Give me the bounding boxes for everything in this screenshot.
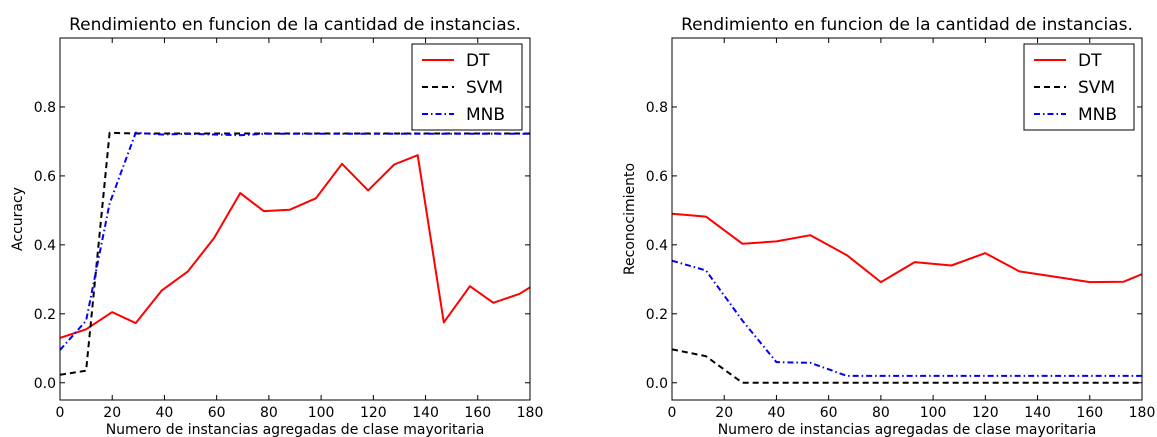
chart-0-series-svm-line — [60, 131, 530, 376]
chart-0-ytick-label: 0.4 — [34, 238, 56, 254]
chart-1-ytick-label: 0.0 — [646, 376, 668, 392]
chart-1-xtick-label: 20 — [715, 405, 733, 421]
chart-0-xtick-label: 100 — [308, 405, 335, 421]
chart-0-xtick-label: 120 — [360, 405, 387, 421]
chart-1-xtick-label: 0 — [668, 405, 677, 421]
chart-1-xtick-label: 140 — [1024, 405, 1051, 421]
chart-0-series-dt-line — [60, 154, 530, 339]
chart-0-xtick-label: 0 — [56, 405, 65, 421]
chart-1-legend-label-dt: DT — [1078, 51, 1102, 71]
chart-1-xlabel: Numero de instancias agregadas de clase … — [718, 422, 1097, 437]
chart-0-xtick-label: 180 — [517, 405, 544, 421]
chart-1-legend-box — [1023, 43, 1135, 131]
chart-1-ylabel: Reconocimiento — [622, 163, 638, 275]
chart-0-title: Rendimiento en funcion de la cantidad de… — [69, 15, 521, 35]
chart-0-xtick-label: 140 — [412, 405, 439, 421]
chart-0-xtick-label: 80 — [260, 405, 278, 421]
chart-0-legend-label-mnb: MNB — [466, 105, 505, 125]
chart-0-series-mnb-line — [60, 131, 530, 351]
chart-1-series-svm-line — [672, 348, 1142, 384]
chart-0-legend-label-svm: SVM — [466, 78, 503, 98]
chart-0-ytick-label: 0.2 — [34, 307, 56, 323]
chart-0-ylabel: Accuracy — [10, 187, 26, 251]
chart-0-xtick-label: 40 — [156, 405, 174, 421]
chart-1-xtick-label: 120 — [972, 405, 999, 421]
chart-1-xtick-label: 160 — [1076, 405, 1103, 421]
chart-0-legend-box — [411, 43, 523, 131]
chart-1-xtick-label: 60 — [820, 405, 838, 421]
chart-1-legend-label-svm: SVM — [1078, 78, 1115, 98]
chart-1-legend-label-mnb: MNB — [1078, 105, 1117, 125]
chart-0-xtick-label: 20 — [103, 405, 121, 421]
chart-1-axes-frame — [671, 37, 1143, 401]
chart-1-xtick-label: 40 — [768, 405, 786, 421]
chart-0-legend: DT SVM MNB — [411, 43, 523, 131]
chart-0-legend-label-dt: DT — [466, 51, 490, 71]
chart-reconocimiento: Rendimiento en funcion de la cantidad de… — [622, 15, 1155, 437]
chart-1-ytick-label: 0.8 — [646, 100, 668, 116]
chart-1-series-mnb-line — [672, 259, 1142, 377]
chart-1-legend: DT SVM MNB — [1023, 43, 1135, 131]
chart-1-xtick-label: 100 — [920, 405, 947, 421]
chart-0-xlabel: Numero de instancias agregadas de clase … — [106, 422, 485, 437]
chart-1-xtick-label: 80 — [872, 405, 890, 421]
chart-0-ytick-label: 0.6 — [34, 169, 56, 185]
chart-1-ytick-label: 0.2 — [646, 307, 668, 323]
chart-0-xtick-label: 60 — [208, 405, 226, 421]
chart-1-xtick-label: 180 — [1129, 405, 1156, 421]
chart-0-axes-frame — [59, 37, 531, 401]
chart-0-xtick-label: 160 — [464, 405, 491, 421]
chart-0-ytick-label: 0.8 — [34, 100, 56, 116]
chart-1-ytick-label: 0.6 — [646, 169, 668, 185]
chart-accuracy: Rendimiento en funcion de la cantidad de… — [10, 15, 543, 437]
chart-1-ytick-label: 0.4 — [646, 238, 668, 254]
chart-0-ytick-label: 0.0 — [34, 376, 56, 392]
chart-1-series-dt-line — [672, 212, 1142, 284]
chart-1-title: Rendimiento en funcion de la cantidad de… — [681, 15, 1133, 35]
